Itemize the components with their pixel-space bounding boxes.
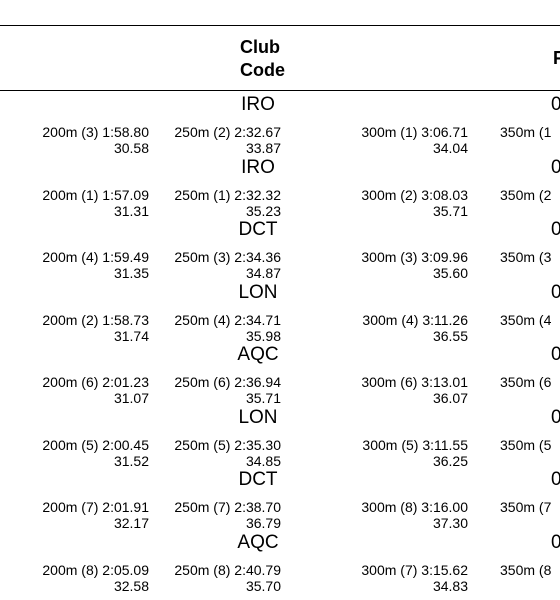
split-time: 200m (3) 1:58.80 — [42, 124, 149, 140]
split-time: 250m (5) 2:35.30 — [174, 436, 281, 453]
split-value: 31.52 — [113, 452, 149, 469]
split-cropped: 350m (1 — [500, 124, 552, 140]
split-value: 31.31 — [113, 202, 149, 219]
split-value: 36.07 — [432, 390, 468, 406]
split-time: 250m (1) 2:32.32 — [174, 186, 281, 203]
cropped-cell: 0 — [551, 94, 560, 115]
split-value: 36.25 — [432, 452, 468, 469]
split-value: 31.74 — [113, 327, 149, 344]
split-value: 33.87 — [245, 140, 281, 156]
split-time: 300m (3) 3:09.96 — [361, 249, 468, 265]
split-time: 200m (7) 2:01.91 — [42, 499, 149, 515]
split-time: 300m (5) 3:11.55 — [362, 436, 468, 453]
cropped-cell: 0 — [551, 344, 560, 365]
club-code: AQC — [237, 531, 279, 553]
split-time: 250m (8) 2:40.79 — [174, 561, 281, 578]
split-cropped: 350m (2 — [500, 186, 552, 203]
split-time: 250m (6) 2:36.94 — [174, 374, 281, 390]
cropped-cell: 0 — [551, 281, 560, 303]
split-value: 35.71 — [245, 390, 281, 406]
club-code: AQC — [237, 344, 279, 365]
cropped-cell: 0 — [551, 406, 560, 428]
split-value: 30.58 — [113, 140, 149, 156]
split-value: 32.58 — [113, 577, 149, 594]
split-time: 300m (7) 3:15.62 — [361, 561, 468, 578]
split-time: 200m (4) 1:59.49 — [42, 249, 149, 265]
split-time: 200m (6) 2:01.23 — [42, 374, 149, 390]
split-time: 300m (4) 3:11.26 — [362, 311, 468, 328]
split-value: 34.83 — [432, 577, 468, 594]
split-cropped: 350m (7 — [500, 499, 552, 515]
split-cropped: 350m (6 — [500, 374, 552, 390]
split-value: 34.04 — [432, 140, 468, 156]
header-club: Club — [240, 37, 280, 57]
split-value: 37.30 — [432, 515, 468, 531]
split-value: 35.70 — [245, 577, 281, 594]
cropped-cell: 0 — [551, 469, 560, 490]
split-time: 300m (8) 3:16.00 — [361, 499, 468, 515]
club-code: IRO — [241, 94, 275, 115]
split-time: 200m (8) 2:05.09 — [42, 561, 149, 578]
split-time: 300m (6) 3:13.01 — [361, 374, 468, 390]
club-code: LON — [238, 406, 278, 428]
split-time: 300m (2) 3:08.03 — [361, 186, 468, 203]
split-cropped: 350m (8 — [500, 561, 552, 578]
split-cropped: 350m (4 — [500, 311, 552, 328]
split-time: 250m (3) 2:34.36 — [174, 249, 281, 265]
split-value: 34.85 — [245, 452, 281, 469]
header-cropped: F — [553, 48, 560, 68]
club-code: DCT — [238, 219, 278, 240]
split-value: 35.23 — [245, 202, 281, 219]
split-time: 250m (4) 2:34.71 — [174, 311, 281, 328]
split-value: 35.71 — [432, 202, 468, 219]
header-code: Code — [240, 60, 285, 80]
split-value: 35.98 — [245, 327, 281, 344]
split-value: 31.07 — [113, 390, 149, 406]
cropped-cell: 0 — [551, 219, 560, 240]
split-value: 34.87 — [245, 265, 281, 281]
split-cropped: 350m (3 — [500, 249, 552, 265]
top-rule — [0, 25, 560, 26]
split-cropped: 350m (5 — [500, 436, 552, 453]
club-code: DCT — [238, 469, 278, 490]
split-value: 36.55 — [432, 327, 468, 344]
header-rule — [0, 90, 560, 91]
cropped-cell: 0 — [551, 531, 560, 553]
split-time: 250m (2) 2:32.67 — [174, 124, 281, 140]
split-time: 200m (5) 2:00.45 — [42, 436, 149, 453]
split-time: 200m (2) 1:58.73 — [42, 311, 149, 328]
cropped-cell: 0 — [551, 156, 560, 178]
split-value: 31.35 — [113, 265, 149, 281]
split-value: 32.17 — [113, 515, 149, 531]
split-time: 250m (7) 2:38.70 — [174, 499, 281, 515]
club-code: LON — [238, 281, 278, 303]
split-time: 300m (1) 3:06.71 — [361, 124, 468, 140]
club-code: IRO — [241, 156, 275, 178]
split-value: 36.79 — [245, 515, 281, 531]
split-value: 35.60 — [432, 265, 468, 281]
split-time: 200m (1) 1:57.09 — [42, 186, 149, 203]
